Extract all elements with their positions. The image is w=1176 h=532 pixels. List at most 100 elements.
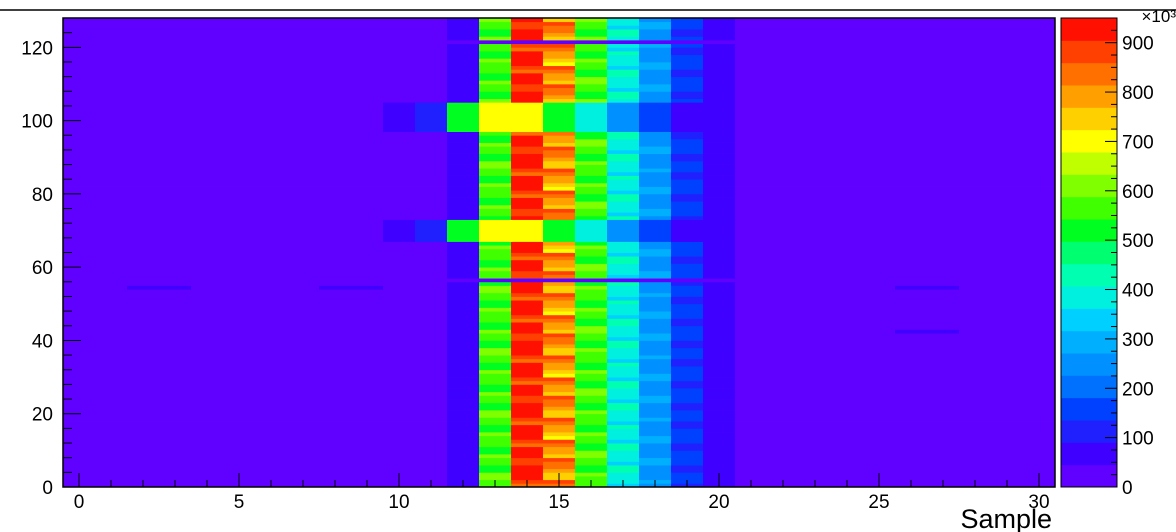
heatmap-cell (959, 201, 992, 206)
heatmap-cell (127, 223, 160, 228)
heatmap-cell (287, 446, 320, 451)
heatmap-cell (831, 329, 864, 334)
heatmap-cell (927, 457, 960, 462)
heatmap-cell (607, 274, 640, 279)
heatmap-cell (415, 476, 448, 481)
heatmap-cell (895, 377, 928, 382)
heatmap-cell (927, 18, 960, 23)
heatmap-cell (991, 237, 1024, 242)
heatmap-cell (159, 252, 192, 257)
heatmap-cell (1023, 340, 1056, 345)
heatmap-cell (831, 32, 864, 37)
heatmap-cell (767, 421, 800, 426)
heatmap-cell (831, 127, 864, 132)
heatmap-cell (575, 457, 608, 462)
heatmap-cell (671, 454, 704, 459)
heatmap-cell (511, 80, 544, 85)
heatmap-cell (959, 413, 992, 418)
heatmap-cell (511, 135, 544, 140)
heatmap-cell (735, 91, 768, 96)
heatmap-cell (479, 468, 512, 473)
heatmap-cell (447, 212, 480, 217)
heatmap-cell (639, 366, 672, 371)
heatmap-cell (639, 369, 672, 374)
heatmap-cell (927, 83, 960, 89)
heatmap-cell (127, 435, 160, 440)
heatmap-cell (95, 50, 128, 56)
heatmap-cell (959, 91, 992, 96)
heatmap-cell (479, 443, 512, 448)
heatmap-cell (511, 263, 544, 268)
heatmap-cell (351, 186, 384, 191)
heatmap-cell (639, 94, 672, 100)
y-tick-label: 0 (42, 478, 53, 499)
heatmap-cell (799, 424, 832, 429)
heatmap-cell (255, 278, 288, 283)
heatmap-cell (1023, 344, 1056, 349)
heatmap-cell (479, 358, 512, 363)
heatmap-cell (575, 461, 608, 466)
heatmap-cell (991, 472, 1024, 477)
heatmap-cell (767, 322, 800, 327)
heatmap-cell (319, 190, 352, 195)
heatmap-cell (639, 311, 672, 316)
heatmap-cell (735, 450, 768, 455)
heatmap-cell (959, 388, 992, 393)
heatmap-cell (607, 413, 640, 418)
heatmap-cell (927, 314, 960, 319)
heatmap-cell (767, 28, 800, 34)
heatmap-cell (383, 164, 416, 169)
heatmap-cell (543, 278, 576, 283)
heatmap-cell (959, 190, 992, 195)
heatmap-cell (959, 245, 992, 250)
heatmap-cell (159, 461, 192, 466)
heatmap-cell (223, 373, 256, 378)
heatmap-cell (927, 432, 960, 437)
heatmap-cell (607, 454, 640, 459)
heatmap-cell (863, 146, 896, 151)
heatmap-cell (639, 435, 672, 440)
heatmap-cell (575, 256, 608, 261)
heatmap-cell (223, 395, 256, 400)
heatmap-cell (127, 94, 160, 100)
heatmap-cell (127, 164, 160, 169)
heatmap-cell (351, 146, 384, 151)
heatmap-cell (639, 428, 672, 433)
heatmap-cell (127, 197, 160, 202)
heatmap-cell (575, 322, 608, 327)
heatmap-cell (127, 402, 160, 407)
heatmap-cell (767, 223, 800, 228)
heatmap-cell (1023, 102, 1056, 107)
heatmap-cell (831, 314, 864, 319)
heatmap-cell (959, 307, 992, 312)
heatmap-cell (287, 131, 320, 136)
heatmap-cell (543, 65, 576, 70)
heatmap-cell (863, 311, 896, 316)
heatmap-cell (287, 417, 320, 422)
heatmap-cell (95, 457, 128, 462)
heatmap-cell (159, 432, 192, 437)
heatmap-cell (735, 256, 768, 261)
y-tick-label: 80 (32, 185, 53, 206)
heatmap-cell (927, 333, 960, 338)
heatmap-cell (959, 402, 992, 407)
heatmap-cell (511, 138, 544, 143)
heatmap-cell (383, 281, 416, 286)
y-tick-label: 40 (32, 331, 53, 352)
heatmap-cell (895, 252, 928, 257)
heatmap-cell (159, 127, 192, 132)
heatmap-cell (543, 450, 576, 455)
heatmap-cell (575, 252, 608, 257)
heatmap-cell (127, 98, 160, 103)
heatmap-cell (223, 138, 256, 143)
heatmap-cell (223, 50, 256, 56)
heatmap-cell (383, 208, 416, 213)
heatmap-cell (511, 58, 544, 63)
heatmap-cell (447, 391, 480, 396)
heatmap-cell (223, 391, 256, 396)
heatmap-cell (543, 329, 576, 334)
heatmap-cell (703, 424, 736, 429)
heatmap-cell (95, 439, 128, 444)
heatmap-cell (767, 388, 800, 393)
heatmap-cell (159, 179, 192, 184)
